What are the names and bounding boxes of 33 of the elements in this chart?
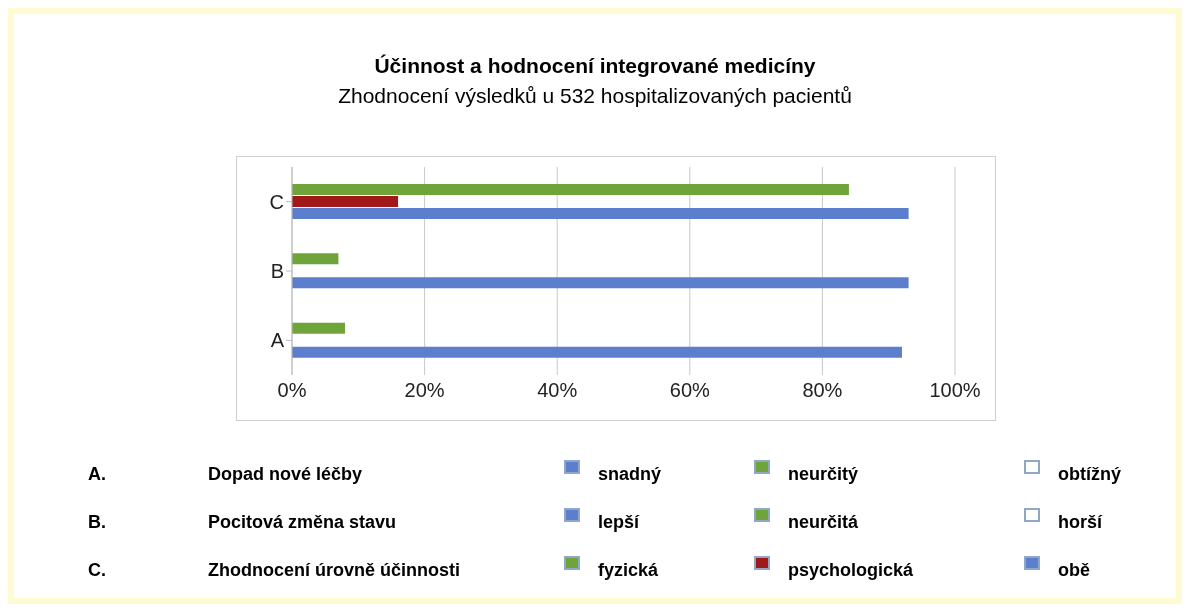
text: psychologická <box>788 560 914 581</box>
x-tick-label: 80% <box>802 379 843 402</box>
text: neurčitý <box>788 464 859 485</box>
text: Dopad nové léčby <box>208 464 363 485</box>
text: C. <box>88 560 106 581</box>
x-tick-label: 20% <box>404 379 445 402</box>
bar <box>292 196 399 207</box>
bar <box>292 208 909 219</box>
bar <box>292 346 902 358</box>
bar <box>292 277 909 289</box>
text: Pocitová změna stavu <box>208 512 397 533</box>
bar <box>292 253 339 265</box>
x-tick-label: 100% <box>929 379 981 402</box>
chart-subtitle: Zhodnocení výsledků u 532 hospitalizovaných pacientů <box>337 84 853 108</box>
bar <box>292 322 346 334</box>
x-tick-label: 0% <box>277 379 307 402</box>
text: A. <box>88 464 106 485</box>
text: snadný <box>598 464 662 485</box>
text: fyzická <box>598 560 659 581</box>
y-tick-label: B <box>270 260 284 283</box>
x-tick-label: 60% <box>669 379 711 402</box>
text: Zhodnocení úrovně účinnosti <box>208 560 460 581</box>
text: obě <box>1058 560 1091 581</box>
x-tick-label: 40% <box>537 379 578 402</box>
text: obtížný <box>1058 464 1121 485</box>
text: neurčitá <box>788 512 859 533</box>
chart-title: Účinnost a hodnocení integrované medicíny <box>373 54 817 78</box>
y-tick-label: C <box>269 190 284 213</box>
y-tick-label: A <box>270 329 285 352</box>
text: horší <box>1058 512 1103 533</box>
bar <box>292 184 849 195</box>
text: B. <box>88 512 106 533</box>
text: lepší <box>598 512 640 533</box>
